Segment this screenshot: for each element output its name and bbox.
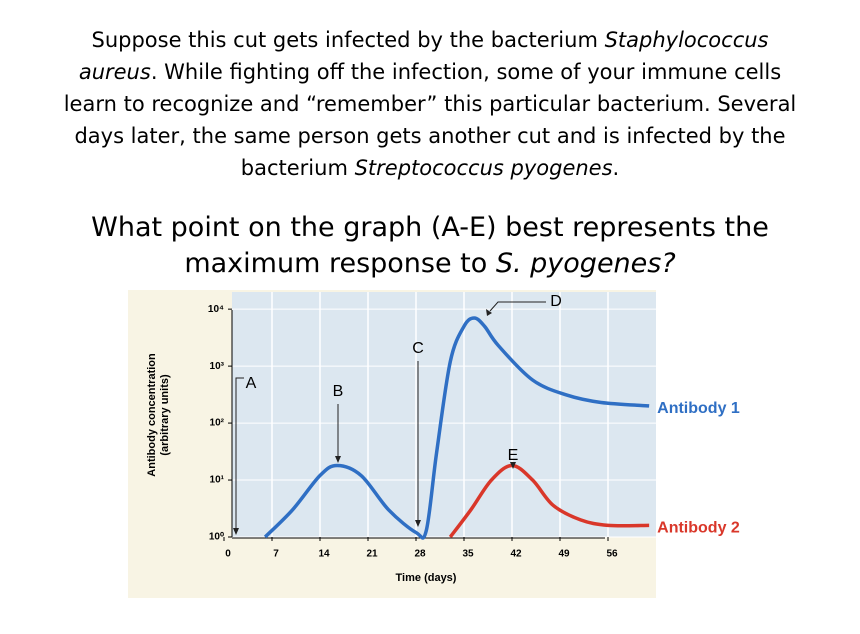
x-tick-label: 7: [273, 549, 279, 560]
question: What point on the graph (A-E) best repre…: [20, 210, 840, 282]
legend-label: Antibody 1: [657, 400, 740, 417]
annotation-label: C: [412, 340, 424, 357]
x-tick-label: 35: [462, 549, 474, 560]
annotation-label: A: [246, 375, 257, 392]
y-tick-label: 10³: [210, 361, 225, 372]
x-tick-label: 42: [510, 549, 522, 560]
paragraph: Suppose this cut gets infected by the ba…: [60, 24, 800, 184]
text-run: Streptococcus pyogenes: [354, 156, 613, 180]
y-tick-label: 10⁴: [208, 304, 224, 315]
annotation-label: E: [508, 447, 519, 464]
plot-area: [232, 292, 656, 537]
y-tick-label: 10²: [210, 418, 225, 429]
text-run: S. pyogenes?: [495, 248, 676, 279]
annotation-arrow: [486, 309, 492, 316]
annotation-arrow: [335, 456, 341, 463]
legend-label: Antibody 2: [657, 520, 740, 537]
annotation-line: [489, 301, 546, 312]
x-tick-label: 28: [414, 549, 426, 560]
x-axis-label: Time (days): [396, 572, 457, 584]
y-tick-label: 10¹: [210, 475, 225, 486]
x-tick-label: 14: [318, 549, 330, 560]
y-axis-label: Antibody concentration: [146, 353, 158, 477]
y-axis-label: (arbitrary units): [159, 374, 171, 456]
line: [448, 463, 650, 539]
text-run: .: [612, 156, 620, 180]
annotation-arrow: [233, 528, 239, 535]
annotation-arrow: [415, 520, 421, 527]
y-tick-label: 10⁰: [209, 532, 224, 543]
text-run: Staphylococcus aureus: [78, 28, 769, 84]
x-tick-label: 49: [558, 549, 570, 560]
text-run: . While fighting off the infection, some…: [63, 60, 797, 180]
annotation-label: D: [550, 293, 562, 310]
annotation-label: B: [333, 383, 344, 400]
x-tick-label: 0: [225, 549, 231, 560]
text-run: What point on the graph (A-E) best repre…: [91, 212, 769, 279]
annotation-arrow: [510, 462, 516, 469]
annotation-line: [235, 377, 244, 529]
x-tick-label: 21: [366, 549, 378, 560]
x-tick-label: 56: [606, 549, 618, 560]
text-run: Suppose this cut gets infected by the ba…: [91, 28, 605, 52]
line: [263, 316, 650, 540]
